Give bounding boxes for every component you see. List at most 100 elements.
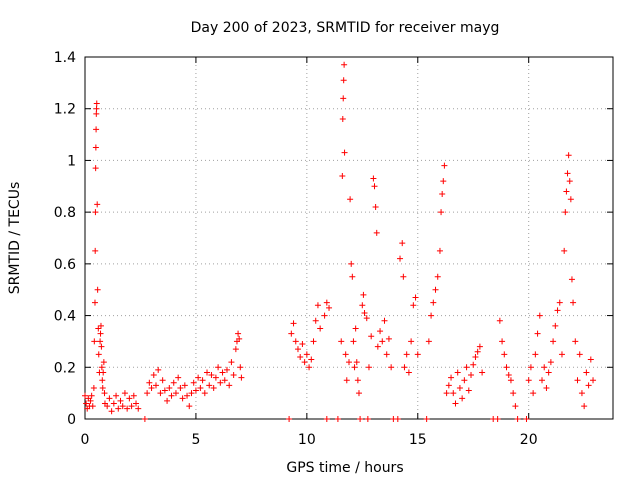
y-tick-label: 0.2 — [54, 360, 76, 376]
data-point — [97, 338, 104, 345]
data-point — [364, 416, 371, 422]
data-point — [326, 304, 333, 311]
data-point — [219, 369, 226, 376]
y-tick-label: 0.4 — [54, 309, 76, 325]
data-point — [350, 338, 357, 345]
data-point — [164, 397, 171, 404]
data-point — [210, 384, 217, 391]
data-point — [439, 191, 446, 198]
data-point — [465, 387, 472, 394]
x-tick-label: 15 — [409, 432, 427, 448]
data-point — [166, 384, 173, 391]
data-point — [353, 359, 360, 366]
data-point — [97, 322, 104, 329]
data-point — [383, 351, 390, 358]
data-point — [124, 405, 131, 412]
data-point — [412, 294, 419, 301]
data-point — [539, 377, 546, 384]
data-point — [92, 247, 99, 254]
data-point — [372, 203, 379, 210]
data-point — [82, 392, 88, 399]
data-point — [181, 382, 188, 389]
data-point — [346, 359, 352, 366]
data-point — [342, 351, 349, 358]
data-point — [215, 364, 222, 371]
data-point — [541, 364, 548, 371]
data-point — [104, 403, 111, 410]
data-point — [479, 369, 486, 376]
data-point — [301, 359, 308, 366]
x-tick-label: 10 — [298, 432, 316, 448]
data-point — [93, 100, 100, 107]
chart-title: Day 200 of 2023, SRMTID for receiver may… — [191, 20, 500, 36]
data-point — [545, 369, 552, 376]
data-point — [523, 416, 530, 422]
data-point — [388, 364, 395, 371]
data-point — [574, 377, 581, 384]
data-point — [432, 286, 439, 293]
data-point — [186, 403, 193, 410]
data-point — [394, 416, 401, 422]
data-point — [423, 416, 430, 422]
data-point — [236, 335, 243, 342]
x-tick-label: 5 — [191, 432, 200, 448]
data-point — [179, 395, 186, 402]
data-point — [92, 144, 99, 151]
data-point — [87, 397, 94, 404]
data-point — [97, 330, 104, 337]
data-point — [363, 315, 370, 322]
data-point — [106, 395, 113, 402]
data-point — [370, 175, 377, 182]
data-point — [359, 302, 366, 309]
data-point — [543, 384, 550, 391]
data-point — [121, 390, 128, 397]
data-point — [472, 353, 479, 360]
data-point — [440, 178, 447, 185]
data-point — [89, 403, 96, 410]
data-point — [340, 77, 347, 84]
data-point — [578, 390, 585, 397]
data-point — [567, 196, 574, 203]
data-point — [562, 209, 569, 216]
data-point — [468, 372, 475, 379]
data-point — [360, 291, 367, 298]
data-points — [82, 61, 597, 422]
data-point — [195, 374, 202, 381]
data-point — [556, 299, 563, 306]
data-point — [94, 286, 101, 293]
data-point — [338, 338, 345, 345]
data-point — [581, 403, 588, 410]
data-point — [141, 416, 148, 422]
data-point — [217, 379, 224, 386]
x-tick-label: 0 — [81, 432, 90, 448]
data-point — [232, 346, 239, 353]
data-point — [365, 364, 372, 371]
data-point — [99, 384, 106, 391]
data-point — [199, 377, 206, 384]
data-point — [339, 172, 346, 179]
data-point — [414, 351, 421, 358]
data-point — [564, 170, 571, 177]
data-point — [530, 390, 537, 397]
data-point — [587, 356, 594, 363]
data-point — [306, 364, 313, 371]
data-point — [554, 307, 561, 314]
data-point — [565, 152, 572, 159]
data-point — [108, 408, 115, 415]
data-point — [294, 346, 301, 353]
data-point — [379, 338, 386, 345]
data-point — [371, 183, 378, 190]
data-point — [514, 416, 521, 422]
data-point — [312, 317, 319, 324]
data-point — [237, 364, 244, 371]
data-point — [496, 317, 503, 324]
data-point — [452, 400, 459, 407]
y-axis-label: SRMTID / TECUs — [7, 182, 23, 295]
data-point — [400, 273, 407, 280]
data-point — [204, 369, 211, 376]
data-point — [583, 369, 590, 376]
data-point — [552, 322, 559, 329]
data-point — [190, 379, 197, 386]
data-point — [299, 341, 306, 348]
